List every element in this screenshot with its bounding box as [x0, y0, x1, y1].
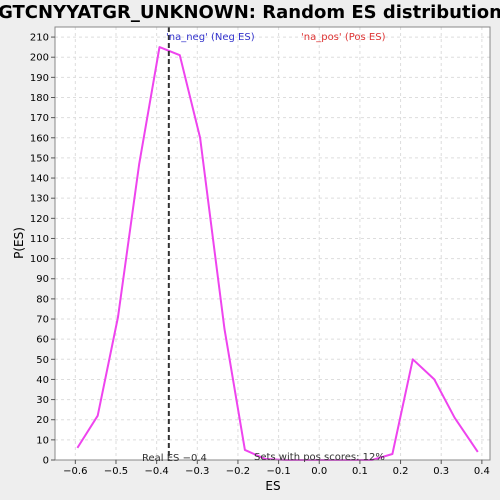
y-tick-label: 150: [30, 153, 49, 164]
y-axis-label: P(ES): [12, 227, 26, 259]
y-tick-label: 160: [30, 133, 49, 144]
chart-title: GTCNYYATGR_UNKNOWN: Random ES distributi…: [0, 2, 500, 23]
y-axis: 0 10 20 30 40 50 60 70 80 90 100 110 120 130 140 150 160…: [30, 33, 55, 467]
y-tick-label: 0: [43, 456, 49, 467]
y-tick-label: 90: [36, 274, 49, 285]
x-tick-label: 0.2: [393, 466, 409, 477]
pos-scores-annotation: Sets with pos scores: 12%: [254, 452, 385, 463]
x-tick-label: 0.0: [311, 466, 327, 477]
y-tick-label: 200: [30, 53, 49, 64]
y-tick-label: 190: [30, 73, 49, 84]
x-tick-label: −0.5: [104, 466, 128, 477]
y-tick-label: 10: [36, 435, 49, 446]
x-tick-label: −0.1: [266, 466, 290, 477]
y-tick-label: 40: [36, 375, 49, 386]
x-axis-label: ES: [265, 479, 280, 493]
y-tick-label: 180: [30, 93, 49, 104]
y-tick-label: 30: [36, 395, 49, 406]
y-tick-label: 60: [36, 335, 49, 346]
legend-neg: 'na_neg' (Neg ES): [166, 32, 255, 43]
y-tick-label: 20: [36, 415, 49, 426]
y-tick-label: 80: [36, 294, 49, 305]
y-tick-label: 210: [30, 33, 49, 44]
x-tick-label: −0.6: [63, 466, 87, 477]
grid: [55, 27, 490, 461]
x-tick-label: −0.4: [144, 466, 168, 477]
x-tick-label: 0.3: [433, 466, 449, 477]
plot-area: [55, 27, 490, 460]
y-tick-label: 130: [30, 194, 49, 205]
y-tick-label: 70: [36, 315, 49, 326]
x-axis: −0.6 −0.5 −0.4 −0.3 −0.2 −0.1 0.0 0.1 0.2 0.3 0.4: [63, 460, 490, 477]
x-tick-label: 0.4: [474, 466, 490, 477]
y-tick-label: 120: [30, 214, 49, 225]
y-tick-label: 170: [30, 113, 49, 124]
y-tick-label: 100: [30, 254, 49, 265]
x-tick-label: 0.1: [352, 466, 368, 477]
x-tick-label: −0.3: [185, 466, 209, 477]
y-tick-label: 140: [30, 174, 49, 185]
legend-pos: 'na_pos' (Pos ES): [301, 32, 386, 43]
y-tick-label: 110: [30, 234, 49, 245]
y-tick-label: 50: [36, 355, 49, 366]
x-tick-label: −0.2: [226, 466, 250, 477]
plot-border: [54, 26, 491, 461]
real-es-label: Real ES −0.4: [142, 453, 207, 464]
